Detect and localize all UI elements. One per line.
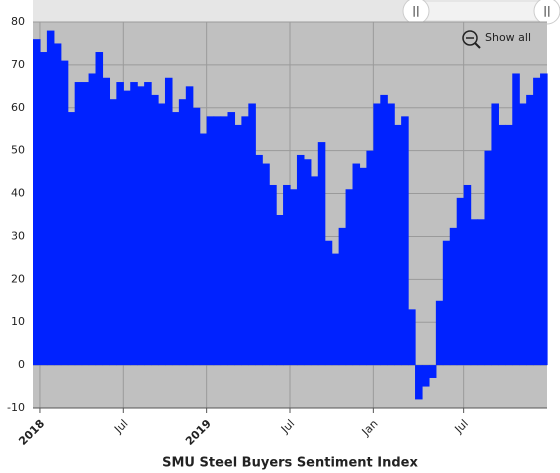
step-bar: [394, 124, 402, 366]
step-bar: [53, 43, 62, 366]
y-tick-label: 10: [11, 315, 25, 328]
step-bar: [498, 124, 506, 366]
step-bar: [408, 309, 416, 366]
step-bar: [33, 39, 41, 366]
step-bar: [248, 103, 256, 366]
x-tick-label: 2019: [183, 417, 214, 448]
step-bar: [130, 82, 138, 366]
step-bar: [151, 94, 159, 366]
step-bar: [60, 60, 69, 366]
step-bar: [477, 219, 486, 366]
step-bar: [95, 52, 104, 366]
chart-title: SMU Steel Buyers Sentiment Index: [162, 456, 418, 471]
step-bar: [338, 227, 347, 366]
y-tick-label: 70: [11, 58, 25, 71]
step-bar: [178, 99, 187, 366]
step-bar: [192, 107, 201, 366]
step-bar: [109, 99, 117, 366]
step-bar: [262, 163, 270, 366]
step-bar: [526, 94, 534, 366]
step-bar: [227, 112, 236, 366]
step-bar: [67, 112, 76, 366]
step-bar: [39, 52, 48, 366]
y-tick-label: 0: [18, 358, 25, 371]
step-bar: [491, 103, 499, 366]
step-bar: [359, 167, 368, 366]
step-bar: [324, 240, 333, 366]
step-bar: [88, 73, 97, 366]
step-bar: [415, 365, 423, 400]
x-tick-label: 2018: [16, 417, 47, 448]
step-bar: [255, 154, 263, 366]
x-tick-label: Jul: [278, 417, 297, 436]
step-bar: [345, 189, 354, 366]
step-bar: [164, 77, 173, 366]
step-bar: [74, 82, 83, 366]
step-bar: [519, 103, 527, 366]
x-tick-label: Jul: [111, 417, 130, 436]
step-bar: [317, 142, 326, 366]
step-bar: [241, 116, 249, 366]
zoom-icon: [462, 30, 478, 46]
step-bar: [269, 184, 277, 366]
step-bar: [380, 94, 388, 366]
step-bar: [158, 103, 166, 366]
step-bar: [213, 116, 222, 366]
x-tick-label: Jul: [452, 417, 471, 436]
step-bar: [387, 103, 395, 366]
zoom-icon-handle: [474, 42, 481, 49]
step-bar: [449, 227, 458, 366]
step-bar: [46, 30, 55, 366]
y-tick-label: -10: [7, 401, 25, 414]
step-bar: [512, 73, 520, 366]
step-bar: [533, 77, 541, 366]
step-bar: [352, 163, 361, 366]
step-bar: [435, 300, 444, 366]
step-bar: [185, 86, 194, 366]
step-bar: [331, 253, 340, 366]
step-bar: [470, 219, 479, 366]
step-bar: [199, 133, 208, 366]
step-bar: [220, 116, 229, 366]
step-bar: [366, 150, 374, 366]
x-tick-label: Jan: [359, 417, 381, 439]
step-bar: [442, 240, 451, 366]
step-bar: [401, 116, 409, 366]
y-tick-label: 20: [11, 272, 25, 285]
step-bar: [463, 184, 472, 366]
step-bar: [81, 82, 90, 366]
handle-grip: ||: [543, 4, 550, 17]
step-bar: [456, 197, 465, 366]
button-label[interactable]: Show all: [485, 31, 531, 44]
step-bar: [137, 86, 145, 366]
y-tick-label: 50: [11, 144, 25, 157]
step-bar: [116, 82, 124, 366]
step-bar: [234, 124, 242, 366]
step-bar: [428, 365, 437, 378]
navigator-range[interactable]: [415, 2, 547, 20]
step-bar: [290, 189, 298, 366]
step-bar: [283, 184, 291, 366]
y-tick-label: 40: [11, 187, 25, 200]
show-all-button[interactable]: Show all: [462, 30, 531, 49]
y-tick-label: 30: [11, 229, 25, 242]
handle-grip: ||: [412, 4, 419, 17]
step-bar: [484, 150, 493, 366]
step-bar: [373, 103, 381, 366]
step-bar: [276, 215, 284, 366]
step-bar: [123, 90, 131, 366]
step-bar: [540, 73, 548, 366]
y-tick-label: 80: [11, 15, 25, 28]
step-bar: [171, 112, 180, 366]
step-bar: [296, 154, 305, 366]
y-tick-label: 60: [11, 101, 25, 114]
step-bar: [310, 176, 319, 366]
step-bar: [421, 365, 430, 387]
step-bar: [206, 116, 215, 366]
step-bar: [303, 159, 312, 366]
step-bar: [102, 77, 111, 366]
step-bar: [505, 124, 513, 366]
step-bar: [144, 82, 152, 366]
